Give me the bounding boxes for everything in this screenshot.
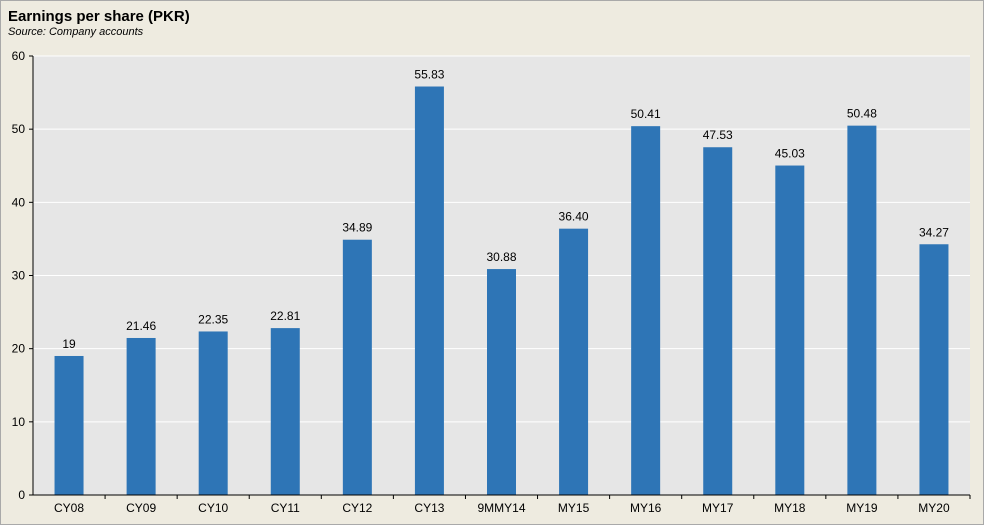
data-label: 45.03	[775, 147, 805, 161]
y-tick-label: 60	[12, 49, 26, 63]
bar	[54, 355, 84, 495]
x-tick-label: 9MMY14	[477, 501, 525, 515]
data-label: 50.48	[847, 107, 877, 121]
axes: 0 10 20 30 40 50 60 CY08 CY09 CY10 CY11 CY12 CY13 9MM…	[12, 49, 971, 515]
bar	[919, 244, 949, 495]
bar	[775, 165, 805, 495]
data-label: 19	[62, 337, 76, 351]
x-tick-label: CY11	[271, 501, 300, 515]
chart-subtitle: Source: Company accounts	[8, 26, 144, 38]
y-tick-label: 10	[12, 415, 26, 429]
data-label: 30.88	[486, 250, 516, 264]
bars	[54, 86, 949, 495]
x-tick-label: CY12	[342, 501, 372, 515]
x-tick-label: MY18	[774, 501, 806, 515]
bar	[342, 239, 372, 495]
y-tick-label: 50	[12, 122, 26, 136]
x-tick-label: MY17	[702, 501, 734, 515]
bar	[847, 125, 877, 495]
x-tick-label: MY19	[846, 501, 878, 515]
y-tick-label: 0	[18, 488, 25, 502]
x-tick-label: MY15	[558, 501, 590, 515]
data-label: 22.81	[270, 309, 300, 323]
data-label: 47.53	[703, 128, 733, 142]
bar	[631, 126, 661, 495]
chart-title: Earnings per share (PKR)	[8, 8, 190, 25]
data-label: 36.40	[559, 210, 589, 224]
x-tick-label: CY13	[414, 501, 444, 515]
data-label: 55.83	[414, 68, 444, 82]
y-tick-label: 30	[12, 269, 26, 283]
bar	[270, 328, 300, 495]
x-tick-label: MY16	[630, 501, 662, 515]
x-tick-label: CY10	[198, 501, 228, 515]
data-label: 34.89	[342, 221, 372, 235]
bar	[198, 331, 228, 495]
bar	[559, 228, 589, 495]
data-labels: 19 21.46 22.35 22.81 34.89 55.83 30.88 36.40 50.…	[62, 68, 949, 351]
bar	[487, 269, 516, 495]
data-label: 21.46	[126, 319, 156, 333]
data-label: 50.41	[631, 107, 661, 121]
x-tick-label: CY09	[126, 501, 156, 515]
data-label: 22.35	[198, 312, 228, 326]
x-tick-label: CY08	[54, 501, 84, 515]
data-label: 34.27	[919, 225, 949, 239]
y-tick-label: 20	[12, 342, 26, 356]
y-tick-label: 40	[12, 195, 26, 209]
bar	[126, 337, 156, 495]
bar	[703, 147, 733, 495]
x-tick-label: MY20	[918, 501, 950, 515]
bar	[414, 86, 444, 495]
